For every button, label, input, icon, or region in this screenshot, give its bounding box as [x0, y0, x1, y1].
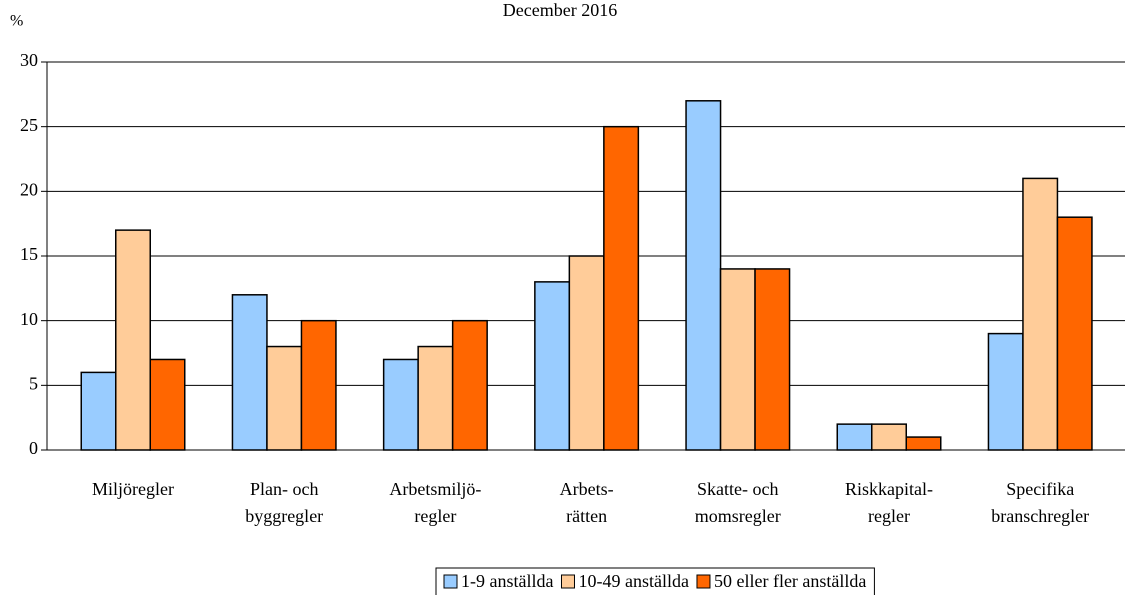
- bar: [382, 358, 419, 451]
- y-tick-label: 30: [20, 50, 38, 70]
- bar: [417, 345, 454, 451]
- x-tick-label: Specifika branschregler: [991, 479, 1089, 526]
- y-tick-label: 5: [29, 373, 38, 393]
- bar: [871, 423, 907, 451]
- bar: [1022, 177, 1059, 451]
- x-tick-label: Miljöregler: [92, 479, 174, 499]
- legend-swatch: [560, 574, 575, 589]
- bar: [685, 100, 722, 451]
- y-tick-label: 0: [29, 438, 38, 458]
- bar: [300, 319, 337, 451]
- legend-box: [435, 567, 875, 595]
- legend: 1-9 anställda 10-49 anställda 50 eller fle…: [435, 567, 875, 595]
- legend-swatch: [696, 574, 711, 589]
- bar: [115, 229, 151, 451]
- x-tick-label: Arbets-rätten: [560, 479, 614, 526]
- bar: [231, 294, 268, 451]
- y-axis-label: %: [10, 13, 23, 30]
- legend-label: 1-9 anställda: [461, 571, 553, 591]
- legend-label: 10-49 anställda: [578, 571, 688, 591]
- x-tick-label: Plan- och byggregler: [245, 479, 323, 526]
- legend-label: 50 eller fler anställda: [714, 571, 866, 591]
- y-tick-label: 25: [20, 115, 38, 135]
- x-tick-label: Riskkapital-regler: [845, 479, 933, 526]
- bar: [1056, 216, 1093, 451]
- bar: [987, 332, 1024, 451]
- bar: [603, 125, 640, 451]
- bar: [534, 281, 571, 451]
- bar: [80, 371, 117, 451]
- bar: [266, 345, 303, 451]
- bar: [568, 255, 605, 451]
- x-tick-label: Arbetsmiljö-regler: [389, 479, 481, 526]
- x-tick-label: Skatte- och momsregler: [695, 479, 781, 526]
- bar: [836, 423, 873, 451]
- y-tick-label: 15: [20, 244, 38, 264]
- y-tick-label: 20: [20, 179, 38, 199]
- legend-swatch: [443, 574, 458, 589]
- y-tick-label: 10: [20, 309, 38, 329]
- bar: [754, 268, 791, 451]
- bar: [719, 268, 756, 451]
- chart-title: December 2016: [503, 0, 617, 20]
- bar: [905, 436, 942, 451]
- bar: [149, 358, 186, 451]
- bar: [451, 319, 488, 451]
